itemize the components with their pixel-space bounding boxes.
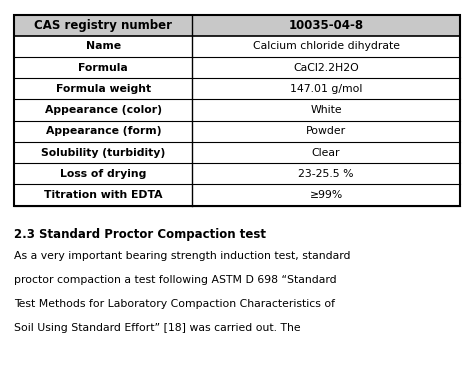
Text: 147.01 g/mol: 147.01 g/mol: [290, 84, 362, 94]
Text: Name: Name: [86, 41, 121, 51]
Text: White: White: [310, 105, 342, 115]
Text: Test Methods for Laboratory Compaction Characteristics of: Test Methods for Laboratory Compaction C…: [14, 299, 335, 309]
Text: 2.3 Standard Proctor Compaction test: 2.3 Standard Proctor Compaction test: [14, 228, 266, 240]
Text: As a very important bearing strength induction test, standard: As a very important bearing strength ind…: [14, 251, 351, 261]
Bar: [14, 15, 460, 206]
Text: 23-25.5 %: 23-25.5 %: [298, 169, 354, 179]
Text: CaCl2.2H2O: CaCl2.2H2O: [293, 63, 359, 73]
Text: Loss of drying: Loss of drying: [60, 169, 146, 179]
Text: CAS registry number: CAS registry number: [34, 19, 173, 32]
Text: proctor compaction a test following ASTM D 698 “Standard: proctor compaction a test following ASTM…: [14, 275, 337, 285]
Text: Soil Using Standard Effort” [18] was carried out. The: Soil Using Standard Effort” [18] was car…: [14, 323, 301, 333]
Bar: [14, 15, 460, 36]
Text: Formula weight: Formula weight: [56, 84, 151, 94]
Text: Solubility (turbidity): Solubility (turbidity): [41, 148, 165, 157]
Text: Powder: Powder: [306, 126, 346, 136]
Text: Formula: Formula: [79, 63, 128, 73]
Text: Clear: Clear: [312, 148, 340, 157]
Text: Calcium chloride dihydrate: Calcium chloride dihydrate: [253, 41, 400, 51]
Text: Appearance (color): Appearance (color): [45, 105, 162, 115]
Text: Titration with EDTA: Titration with EDTA: [44, 190, 163, 200]
Text: 10035-04-8: 10035-04-8: [289, 19, 364, 32]
Text: ≥99%: ≥99%: [310, 190, 343, 200]
Text: Appearance (form): Appearance (form): [46, 126, 161, 136]
